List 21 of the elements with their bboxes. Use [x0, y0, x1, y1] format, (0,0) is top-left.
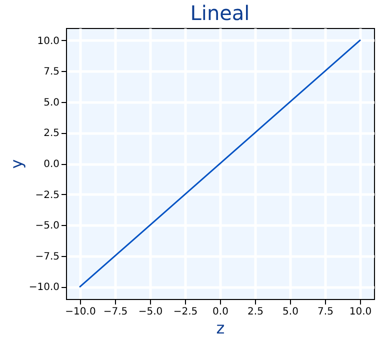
x-tick-label: 2.5 — [248, 306, 264, 318]
y-tick-label: 5.0 — [44, 97, 60, 108]
chart-title: Lineal — [190, 1, 250, 25]
x-tick-label: −2.5 — [173, 306, 198, 318]
y-axis-title: y — [6, 159, 26, 169]
x-tick-label: 10.0 — [349, 306, 372, 318]
y-tick-label: −7.5 — [35, 251, 60, 262]
y-tick-label: 0.0 — [44, 159, 60, 170]
x-axis-title: z — [216, 318, 225, 338]
y-tick-label: 7.5 — [44, 66, 60, 78]
x-tick-label: −7.5 — [103, 306, 128, 318]
x-tick-label: 5.0 — [282, 306, 298, 318]
y-tick-label: 2.5 — [44, 128, 60, 140]
x-tick-label: −5.0 — [138, 306, 163, 318]
x-tick-label: −10.0 — [65, 306, 96, 318]
y-tick-label: −5.0 — [35, 220, 60, 232]
x-tick-label: 7.5 — [318, 306, 334, 318]
y-tick-label: −10.0 — [28, 282, 60, 294]
y-tick-label: 10.0 — [37, 36, 60, 47]
x-tick-label: 0.0 — [212, 306, 228, 318]
y-tick-label: −2.5 — [35, 190, 60, 201]
